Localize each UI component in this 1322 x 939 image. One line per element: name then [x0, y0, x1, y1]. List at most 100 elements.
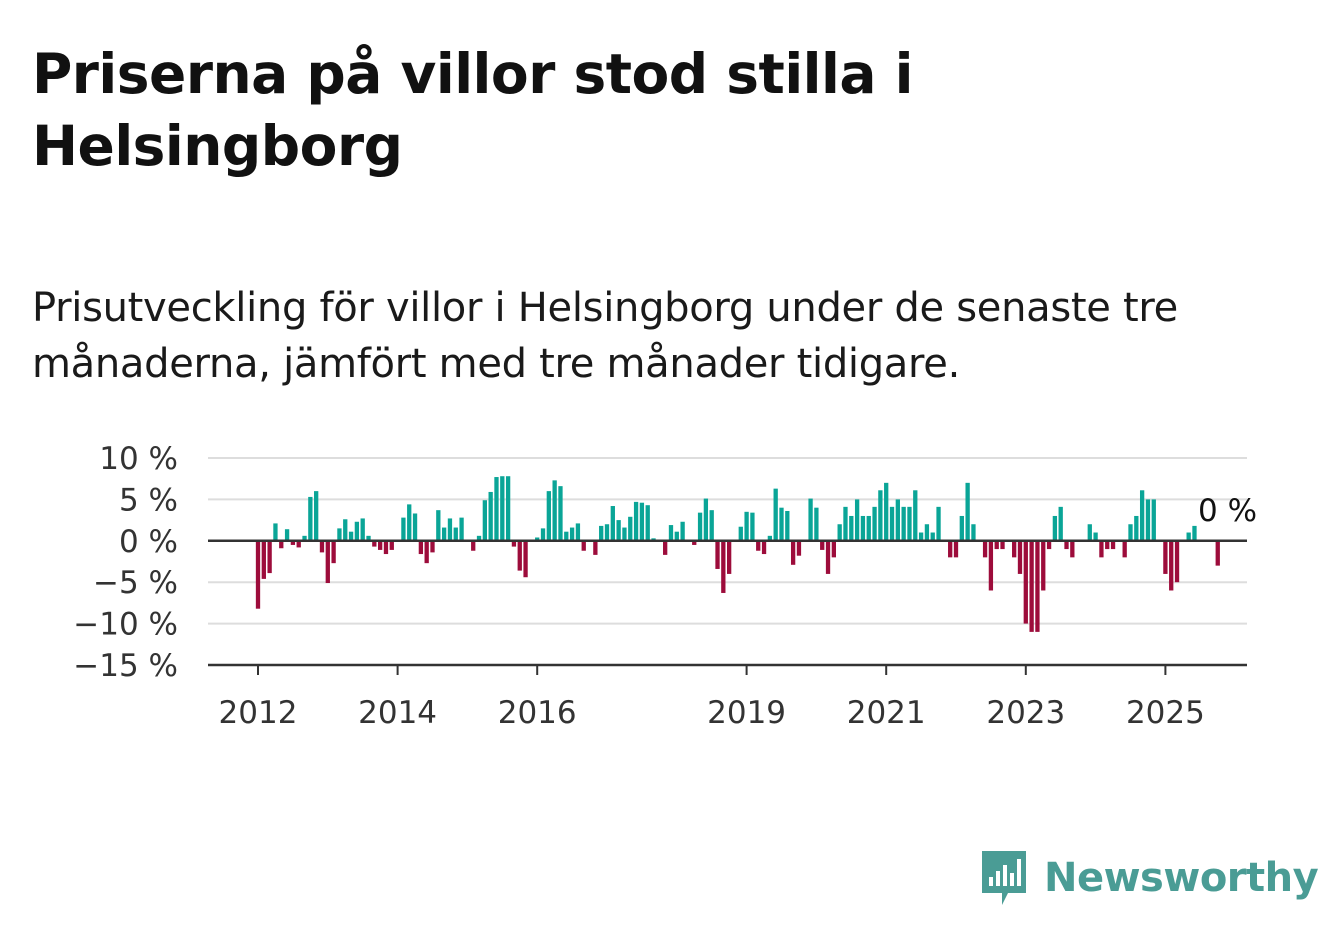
- bar: [261, 540, 266, 579]
- bar: [1110, 540, 1116, 550]
- bar: [924, 524, 930, 541]
- bar: [564, 531, 569, 541]
- bar: [639, 502, 645, 541]
- bar: [441, 527, 447, 541]
- bar: [1023, 540, 1028, 624]
- chart-title: Priserna på villor stod stilla i Helsing…: [32, 42, 914, 178]
- bar: [610, 506, 615, 541]
- bar: [343, 519, 348, 541]
- bar: [1058, 506, 1063, 541]
- bar: [872, 506, 877, 541]
- bar: [255, 540, 261, 609]
- bar: [389, 540, 394, 550]
- bar: [523, 540, 528, 578]
- bar: [668, 525, 674, 541]
- bar: [1070, 540, 1075, 558]
- bar: [1174, 540, 1180, 583]
- y-tick-label: −5 %: [93, 565, 178, 601]
- bar: [674, 531, 679, 541]
- bar: [494, 477, 499, 541]
- bar: [569, 527, 575, 541]
- bar: [279, 540, 284, 549]
- bar: [511, 540, 517, 547]
- bar: [837, 524, 842, 541]
- bar: [348, 531, 354, 541]
- bar: [994, 540, 999, 550]
- bar: [535, 537, 540, 541]
- bar: [1163, 540, 1168, 574]
- bar: [459, 517, 464, 541]
- bar: [918, 532, 924, 541]
- bar: [703, 498, 709, 541]
- bar: [540, 528, 546, 541]
- bar: [866, 515, 871, 541]
- bar: [308, 496, 313, 541]
- bar: [372, 540, 377, 547]
- bar: [628, 516, 633, 541]
- newsworthy-logo[interactable]: Newsworthy: [978, 846, 1319, 910]
- bar: [1052, 515, 1058, 541]
- bar: [895, 499, 900, 541]
- bar: [622, 527, 627, 541]
- bar: [505, 476, 511, 541]
- bar: [337, 528, 342, 541]
- bar: [302, 535, 307, 541]
- bar: [744, 511, 749, 541]
- bar: [709, 510, 714, 541]
- bar: [982, 540, 988, 558]
- bar: [1151, 499, 1156, 541]
- bar: [779, 507, 784, 541]
- bar: [575, 523, 581, 541]
- bar: [843, 506, 848, 541]
- bar: [785, 510, 790, 541]
- bar: [1128, 524, 1133, 541]
- bar: [1169, 540, 1174, 591]
- bar: [854, 499, 860, 541]
- bar: [936, 506, 941, 541]
- bar: [913, 490, 918, 541]
- bar: [1087, 524, 1092, 541]
- bar: [1186, 532, 1191, 541]
- bar: [354, 521, 360, 541]
- bar: [1099, 540, 1104, 558]
- x-axis-ticks: 2012 2014 2016 2019 2021 2023 2025: [219, 665, 1205, 730]
- bar: [378, 540, 383, 550]
- bars: [255, 476, 1220, 632]
- bar: [814, 507, 819, 541]
- bar: [750, 512, 755, 541]
- bar: [604, 524, 610, 541]
- bar: [284, 529, 290, 541]
- bar: [756, 540, 761, 551]
- bar: [331, 540, 336, 564]
- chart-subtitle: Prisutveckling för villor i Helsingborg …: [32, 285, 1178, 387]
- bar: [1029, 540, 1034, 632]
- bar: [319, 540, 325, 553]
- bar: [273, 523, 278, 541]
- bar: [849, 515, 854, 541]
- bar: [715, 540, 720, 569]
- bar-chart: 10 %5 %0 %−5 %−10 %−15 % 2012 2014 2016 201…: [73, 441, 1257, 730]
- x-tick-label: 2012: [219, 695, 298, 730]
- y-tick-label: 10 %: [99, 441, 178, 477]
- bar: [1035, 540, 1040, 632]
- bar: [552, 480, 557, 541]
- bar: [1093, 532, 1098, 541]
- bar: [820, 540, 825, 550]
- bar: [599, 525, 604, 541]
- bar: [796, 540, 802, 556]
- y-tick-label: −10 %: [73, 607, 178, 643]
- bar: [808, 498, 813, 541]
- bar: [1064, 540, 1069, 550]
- newsworthy-logo-icon: [982, 851, 1026, 905]
- bar: [1017, 540, 1023, 574]
- bar: [1192, 525, 1197, 541]
- bar: [267, 540, 272, 574]
- bar: [663, 540, 668, 555]
- bar: [558, 486, 563, 541]
- bar: [1122, 540, 1127, 558]
- x-tick-label: 2023: [986, 695, 1065, 730]
- bar: [412, 513, 418, 541]
- bar: [907, 506, 912, 541]
- bar: [593, 540, 598, 555]
- bar: [325, 540, 330, 584]
